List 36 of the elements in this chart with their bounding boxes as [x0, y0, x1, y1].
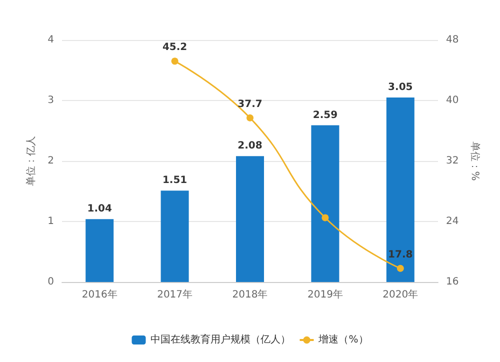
y2-tick-label: 24 — [446, 216, 459, 227]
y2-axis-title: 单位：% — [469, 141, 482, 181]
legend-label: 中国在线教育用户规模（亿人） — [150, 334, 291, 346]
bar — [386, 97, 414, 282]
y-tick-label: 4 — [48, 34, 54, 46]
y-axis-title: 单位：亿人 — [25, 136, 38, 186]
y-tick-label: 3 — [48, 95, 54, 106]
x-tick-label: 2019年 — [307, 288, 343, 300]
y2-tick-label: 40 — [446, 95, 459, 106]
y2-tick-label: 32 — [446, 156, 459, 166]
y-tick-label: 2 — [48, 156, 54, 166]
point — [396, 264, 404, 272]
data-label: 1.04 — [87, 204, 112, 215]
x-tick-label: 2016年 — [82, 288, 118, 300]
point — [246, 114, 254, 122]
y-tick-label: 1 — [48, 216, 54, 227]
point — [171, 58, 178, 65]
y-tick-label: 0 — [48, 276, 54, 288]
data-label: 3.05 — [388, 82, 413, 93]
point — [322, 214, 329, 222]
x-tick-label: 2018年 — [232, 288, 268, 300]
bar — [160, 190, 189, 282]
bar — [86, 219, 114, 282]
data-label: 17.8 — [388, 249, 413, 260]
x-tick-label: 2020年 — [382, 288, 418, 300]
x-tick-label: 2017年 — [157, 288, 193, 300]
bar — [311, 125, 340, 282]
data-label: 45.2 — [162, 42, 188, 54]
data-label: 2.59 — [312, 110, 338, 121]
data-label: 1.51 — [162, 175, 188, 186]
bar — [236, 156, 264, 282]
y2-tick-label: 48 — [446, 34, 459, 46]
data-label: 37.7 — [238, 98, 262, 110]
legend-label: 增速（%） — [318, 334, 368, 346]
y2-tick-label: 16 — [446, 276, 459, 288]
data-label: 2.08 — [238, 140, 262, 152]
